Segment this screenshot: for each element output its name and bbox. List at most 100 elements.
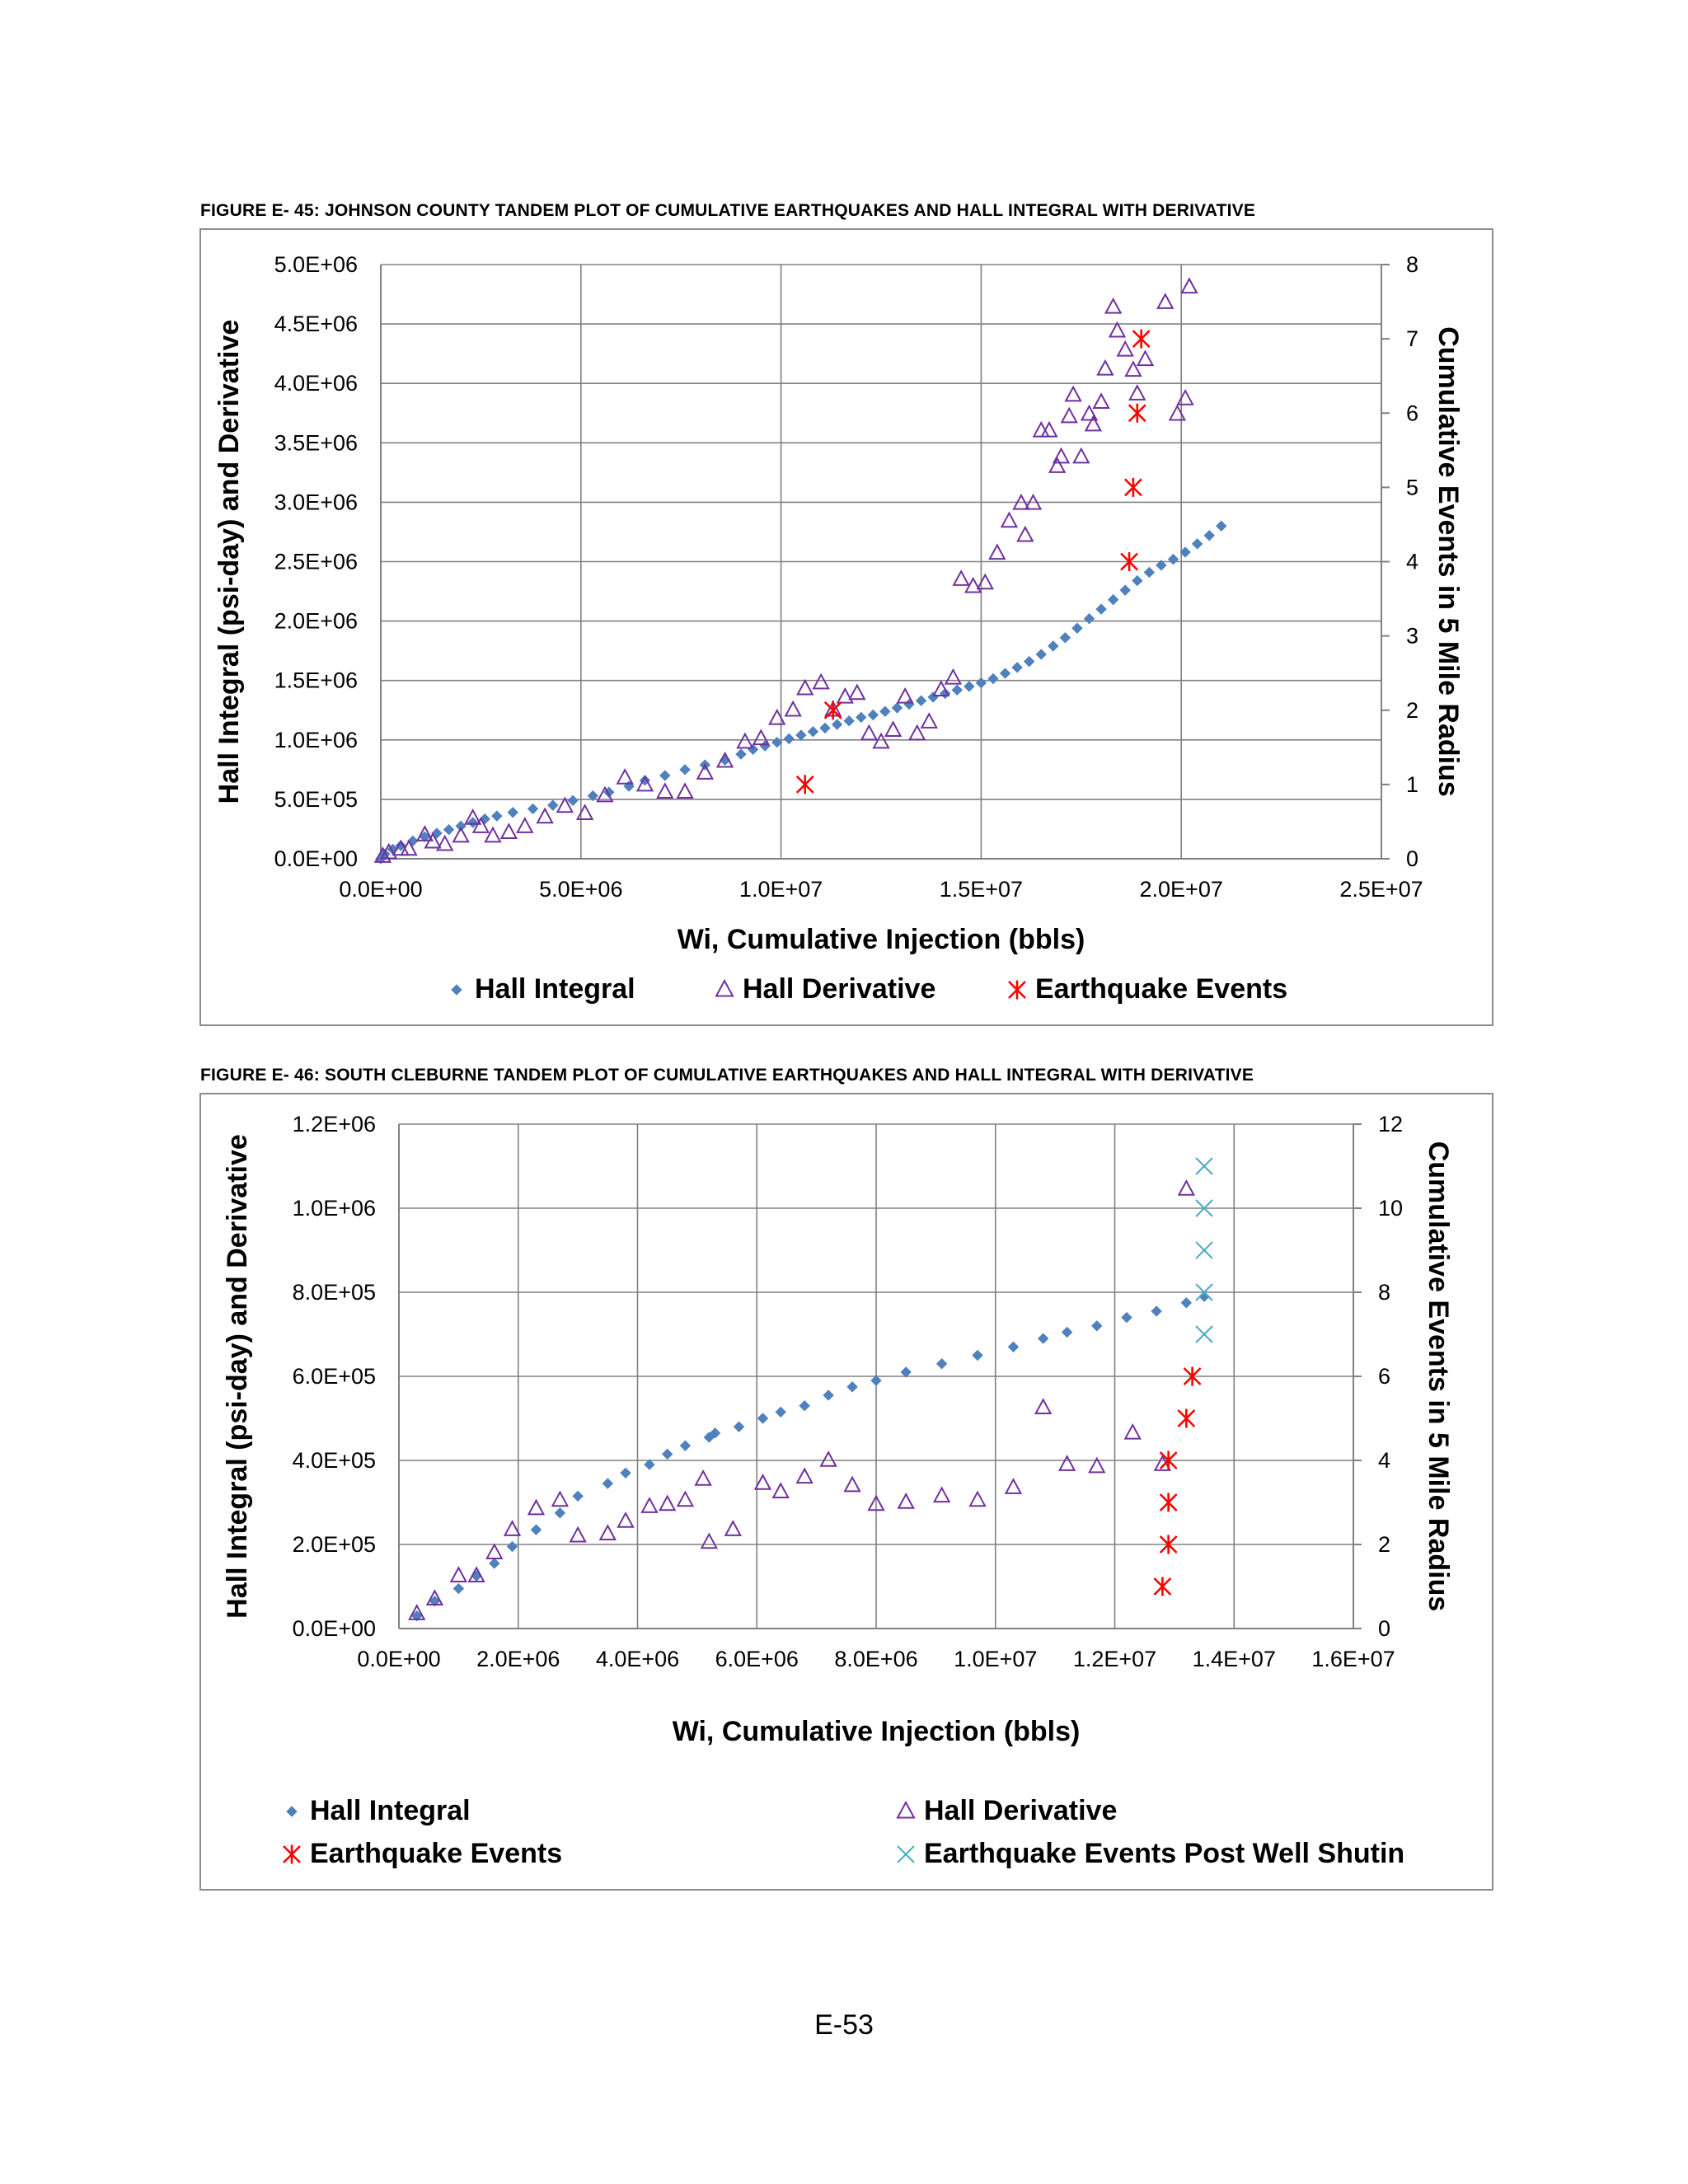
y-tick-label: 5.0E+06 (274, 252, 358, 277)
hall-derivative-point (1123, 1422, 1142, 1440)
chart-plot: 0.0E+00 5.0E+06 1.0E+07 1.5E+07 2.0E+07 2.5E+… (213, 252, 1464, 1005)
hall-derivative-point (1124, 360, 1142, 377)
hall-derivative-point (676, 1490, 695, 1507)
hall-integral-point (1191, 538, 1203, 550)
hall-integral-point (870, 1375, 882, 1386)
hall-derivative-point (467, 1566, 485, 1582)
y-tick-label: 2.5E+06 (274, 550, 358, 574)
hall-integral-point (530, 1524, 542, 1535)
earthquake-event-point (1008, 980, 1026, 1000)
y-tick-label: 6.0E+05 (293, 1364, 376, 1389)
hall-derivative-point (575, 804, 594, 820)
hall-integral-point (286, 1806, 298, 1817)
series-hall-derivative (408, 1179, 1196, 1620)
hall-integral-point (823, 1390, 834, 1401)
tick-labels: 0.0E+00 2.0E+06 4.0E+06 6.0E+06 8.0E+06 1.0E+… (293, 1112, 1403, 1671)
hall-derivative-point (635, 775, 654, 792)
series-hall-integral (411, 1291, 1210, 1622)
y2-tick-label: 4 (1378, 1448, 1390, 1473)
hall-derivative-point (1048, 457, 1067, 473)
hall-integral-point (491, 810, 503, 822)
hall-integral-point (972, 1349, 983, 1361)
hall-derivative-point (1024, 493, 1043, 510)
hall-integral-point (757, 1413, 769, 1424)
post-shutin-event-point (1195, 1241, 1213, 1259)
hall-derivative-point (1180, 277, 1198, 294)
hall-derivative-point (1136, 349, 1155, 367)
hall-derivative-point (1168, 404, 1187, 421)
y-tick-label: 0.0E+00 (293, 1616, 376, 1641)
hall-derivative-point (569, 1526, 587, 1543)
y2-tick-label: 1 (1406, 772, 1418, 797)
hall-integral-point (1203, 530, 1215, 541)
hall-derivative-point (1096, 359, 1114, 376)
x-tick-label: 8.0E+06 (834, 1647, 917, 1671)
legend-item: Hall Derivative (715, 973, 935, 1005)
hall-integral-point (735, 748, 747, 760)
hall-integral-point (846, 1381, 858, 1393)
hall-derivative-point (1128, 384, 1146, 401)
hall-derivative-point (1000, 511, 1019, 528)
earthquake-event-point (1159, 1535, 1178, 1554)
y-tick-label: 1.2E+06 (293, 1112, 376, 1137)
hall-integral-point (900, 1366, 912, 1378)
page-number: E-53 (814, 2009, 874, 2041)
hall-integral-point (587, 790, 599, 802)
hall-derivative-point (1177, 1179, 1196, 1196)
hall-integral-point (867, 709, 879, 721)
x-tick-label: 4.0E+06 (596, 1647, 679, 1671)
earthquake-event-point (1177, 1408, 1196, 1428)
hall-integral-point (659, 770, 671, 781)
hall-derivative-point (1092, 392, 1110, 410)
hall-derivative-point (724, 1520, 742, 1536)
hall-derivative-point (908, 724, 926, 741)
earthquake-event-point (1124, 477, 1142, 497)
hall-derivative-point (696, 763, 715, 780)
hall-integral-point (1059, 632, 1071, 644)
hall-derivative-point (616, 767, 634, 785)
hall-derivative-point (920, 712, 938, 729)
y-tick-label: 3.5E+06 (274, 430, 358, 455)
y2-tick-label: 3 (1406, 624, 1418, 649)
hall-derivative-point (872, 732, 890, 749)
hall-derivative-point (795, 1467, 814, 1484)
hall-integral-point (1132, 574, 1143, 587)
y-tick-label: 5.0E+05 (274, 787, 358, 812)
hall-derivative-point (484, 826, 502, 843)
legend-label: Hall Derivative (924, 1795, 1117, 1826)
hall-integral-point (819, 722, 831, 734)
earthquake-event-point (1120, 552, 1138, 571)
y-tick-label: 1.0E+06 (274, 728, 358, 752)
hall-derivative-point (617, 1511, 635, 1528)
hall-derivative-point (1104, 297, 1123, 314)
legend: Hall Integral Hall Derivative Earthquake E… (451, 973, 1287, 1005)
hall-integral-point (709, 1427, 721, 1439)
hall-integral-point (547, 799, 559, 811)
hall-integral-point (395, 840, 406, 851)
hall-derivative-point (1088, 1456, 1106, 1474)
hall-integral-point (1121, 1311, 1132, 1324)
hall-integral-point (795, 729, 807, 741)
y-tick-label: 2.0E+06 (274, 609, 358, 634)
earthquake-event-point (1159, 1451, 1178, 1470)
hall-derivative-point (944, 668, 963, 685)
hall-derivative-point (499, 823, 518, 840)
x-tick-label: 1.5E+07 (940, 877, 1023, 902)
gridlines (380, 264, 1382, 860)
hall-derivative-point (1072, 447, 1090, 464)
hall-derivative-point (527, 1498, 546, 1516)
hall-derivative-point (964, 576, 982, 593)
y2-tick-label: 7 (1406, 326, 1418, 351)
hall-integral-point (527, 803, 539, 815)
hall-derivative-point (715, 978, 734, 997)
hall-derivative-point (676, 782, 694, 799)
hall-derivative-point (536, 807, 554, 824)
hall-derivative-point (1052, 447, 1071, 464)
hall-derivative-point (694, 1469, 712, 1486)
hall-integral-point (1179, 546, 1191, 558)
figure-caption: FIGURE E- 45: JOHNSON COUNTY TANDEM PLOT… (200, 201, 1256, 220)
hall-derivative-point (952, 569, 970, 586)
hall-derivative-point (1176, 388, 1194, 405)
hall-integral-point (799, 1399, 810, 1412)
hall-derivative-point (988, 543, 1006, 560)
